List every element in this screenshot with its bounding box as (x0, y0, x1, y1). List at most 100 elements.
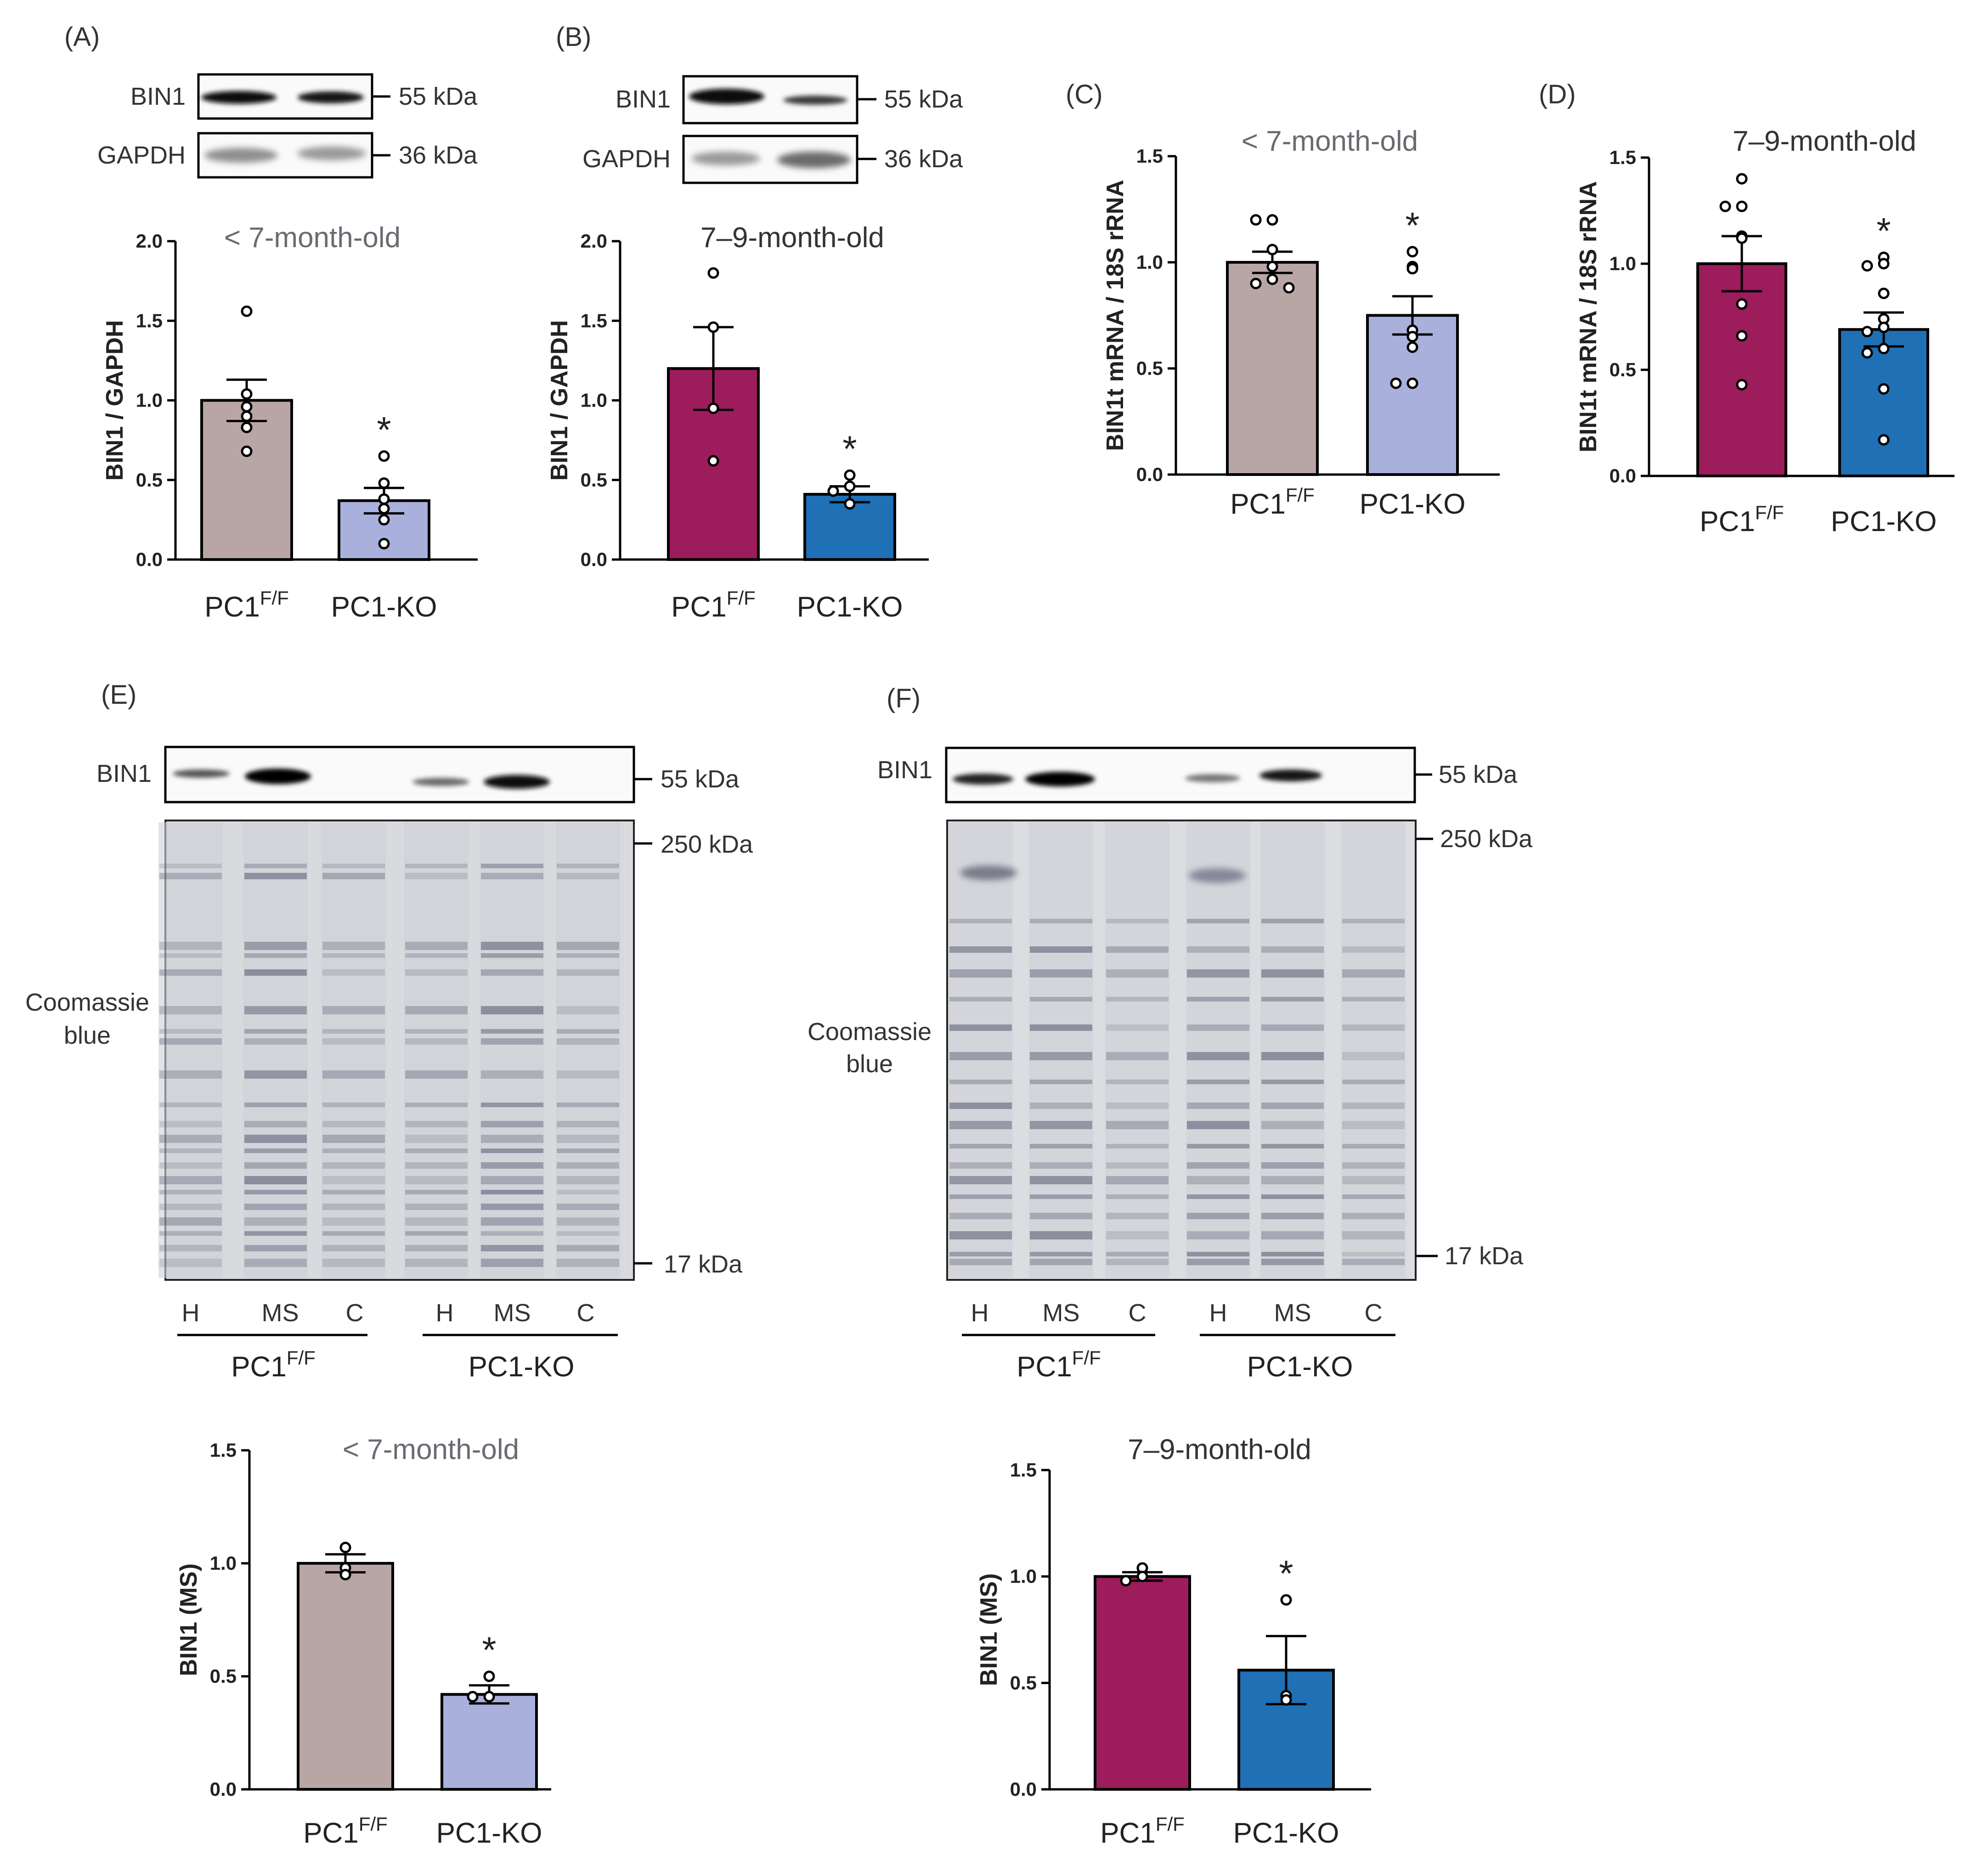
gel-band (1106, 1213, 1169, 1219)
gel-band (159, 1231, 222, 1236)
gel-band (1030, 1213, 1092, 1219)
gel-band (244, 1103, 307, 1107)
gel-band (1261, 997, 1324, 1001)
gel-band (557, 1190, 619, 1194)
chart-d-title: 7–9-month-old (1733, 125, 1916, 157)
gel-band (244, 1204, 307, 1210)
chart-d-point (1861, 260, 1873, 272)
chart-c-ytick-label: 0.5 (1136, 357, 1163, 379)
gel-band (1261, 1259, 1324, 1265)
chart-e-bar-1 (297, 1562, 394, 1791)
blot-e-lane-4: H (436, 1299, 454, 1327)
gel-band (1342, 1162, 1405, 1169)
chart-a-point (378, 493, 390, 505)
gel-band (159, 1176, 222, 1184)
gel-band (1106, 1103, 1169, 1109)
gel-band (244, 1029, 307, 1034)
gel-band (1187, 1144, 1249, 1148)
gel-band (949, 1080, 1012, 1084)
blot-e: BIN1 55 kDa 250 kDa 17 kDa Coomassie blu… (25, 746, 753, 1383)
blot-e-stain-label-2: blue (64, 1022, 111, 1049)
blot-e-bin1-band-h1 (173, 769, 230, 778)
gel-band (949, 1252, 1012, 1256)
chart-b-point (707, 321, 719, 333)
gel-band (481, 1006, 543, 1014)
gel-band (244, 1217, 307, 1226)
gel-band (159, 1006, 222, 1014)
chart-f-ytick-label: 1.0 (1010, 1566, 1037, 1587)
chart-a-ytick-label: 1.5 (136, 310, 163, 331)
chart-a-ytick-label: 0.0 (136, 549, 163, 570)
gel-band (1106, 1144, 1169, 1148)
gel-band (481, 1121, 543, 1127)
gel-band (159, 1029, 222, 1034)
chart-b-ytick-label: 0.5 (581, 469, 607, 491)
blot-f-bin1-band-h2 (1185, 774, 1240, 782)
chart-d-point (1736, 330, 1748, 342)
chart-a-point (241, 388, 253, 400)
gel-lane (556, 822, 620, 1278)
gel-band (405, 1103, 468, 1107)
gel-band (949, 1259, 1012, 1265)
gel-band (1106, 1121, 1169, 1129)
gel-band (244, 1162, 307, 1169)
blot-e-gel-lanes (158, 822, 620, 1278)
gel-band (1106, 1162, 1169, 1169)
gel-band (244, 1038, 307, 1045)
gel-band (244, 953, 307, 958)
chart-b-ytick-label: 0.0 (581, 549, 607, 570)
chart-c-ytick-label: 1.5 (1136, 145, 1163, 167)
chart-c-title: < 7-month-old (1242, 125, 1418, 157)
gel-band (949, 1144, 1012, 1148)
chart-a-ytick-label: 2.0 (136, 230, 163, 252)
blot-f-lane-2: MS (1043, 1299, 1080, 1327)
gel-band (1187, 1259, 1249, 1265)
chart-e-point (483, 1691, 495, 1703)
gel-band (481, 942, 543, 950)
gel-band (244, 1245, 307, 1251)
gel-band-250-h2 (1189, 868, 1246, 883)
gel-band (949, 1231, 1012, 1239)
gel-band (1106, 1176, 1169, 1184)
gel-band (405, 1006, 468, 1014)
chart-f-point (1280, 1594, 1292, 1606)
gel-band (405, 1070, 468, 1079)
gel-band (949, 1024, 1012, 1031)
blot-f-bin1-frame (945, 747, 1416, 803)
panel-label-a: (A) (64, 22, 100, 52)
gel-band (322, 1204, 385, 1210)
blot-b-bin1-kda: 55 kDa (884, 85, 963, 113)
chart-f-ytick-label: 1.5 (1010, 1459, 1037, 1481)
gel-band (322, 1121, 385, 1127)
blot-e-17-kda: 17 kDa (664, 1250, 743, 1278)
chart-e-ytick-label: 1.0 (210, 1552, 237, 1574)
chart-d-point (1878, 383, 1890, 395)
chart-a-xlabel-1: PC1F/F (204, 587, 289, 623)
gel-band (159, 969, 222, 976)
panel-label-e: (E) (101, 680, 136, 710)
chart-f-point (1280, 1694, 1292, 1706)
chart-a-point (378, 503, 390, 515)
chart-b-point (707, 267, 719, 279)
chart-f-point (1136, 1571, 1148, 1583)
chart-c-significance: * (1405, 205, 1419, 246)
chart-a-significance: * (377, 409, 391, 450)
blot-f-stain-label-2: blue (846, 1050, 893, 1078)
gel-band (1342, 1252, 1405, 1256)
gel-band (159, 873, 222, 879)
panel-label-f: (F) (887, 684, 921, 713)
chart-c-point (1266, 214, 1278, 226)
chart-d-ytick-label: 1.0 (1610, 253, 1636, 274)
gel-lane (322, 822, 386, 1278)
gel-band (159, 942, 222, 950)
gel-band (405, 873, 468, 879)
gel-band (244, 1259, 307, 1267)
gel-band (557, 1038, 619, 1045)
gel-band (481, 1190, 543, 1194)
gel-band (949, 1176, 1012, 1184)
gel-band (405, 1176, 468, 1184)
gel-band (1030, 1052, 1092, 1060)
gel-band (159, 1190, 222, 1194)
chart-a-point (378, 514, 390, 526)
gel-band (481, 1038, 543, 1045)
